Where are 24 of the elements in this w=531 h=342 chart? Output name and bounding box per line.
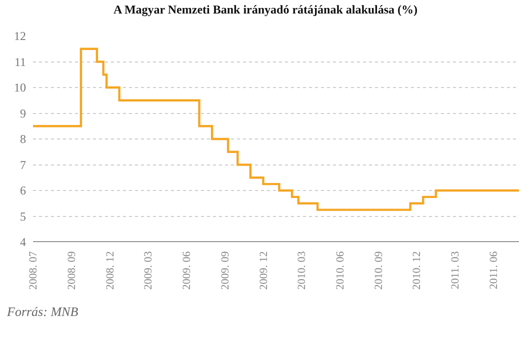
x-tick-label: 2010. 03 bbox=[296, 250, 308, 290]
x-tick-label: 2008. 07 bbox=[28, 250, 40, 290]
y-tick-label: 11 bbox=[14, 54, 26, 69]
y-tick-label: 10 bbox=[14, 80, 26, 95]
text: Forrás: MNB bbox=[6, 304, 78, 319]
x-tick-label: 2008. 12 bbox=[104, 251, 116, 290]
y-tick-label: 9 bbox=[20, 106, 26, 120]
x-tick-label: 2009. 12 bbox=[258, 251, 270, 290]
x-tick-label: 2009. 03 bbox=[142, 250, 155, 290]
x-tick-label: 2008. 09 bbox=[66, 250, 78, 290]
x-tick-label: 2009. 06 bbox=[181, 250, 194, 290]
y-tick-label: 12 bbox=[14, 29, 26, 44]
y-tick-label: 8 bbox=[20, 132, 26, 146]
x-tick-label: 2010. 12 bbox=[411, 251, 424, 290]
chart-title: A Magyar Nemzeti Bank irányadó rátájának alakulása (%) bbox=[113, 2, 418, 17]
y-tick-label: 7 bbox=[20, 158, 26, 172]
x-tick-label: 2011. 06 bbox=[488, 250, 500, 290]
y-tick-label: 4 bbox=[20, 235, 26, 250]
x-tick-label: 2011. 03 bbox=[450, 250, 462, 290]
x-tick-label: 2010. 06 bbox=[334, 250, 347, 290]
x-tick-label: 2009. 09 bbox=[219, 250, 232, 290]
x-tick-label: 2010. 09 bbox=[372, 250, 385, 290]
y-tick-label: 6 bbox=[20, 184, 26, 198]
y-tick-label: 5 bbox=[20, 209, 26, 224]
